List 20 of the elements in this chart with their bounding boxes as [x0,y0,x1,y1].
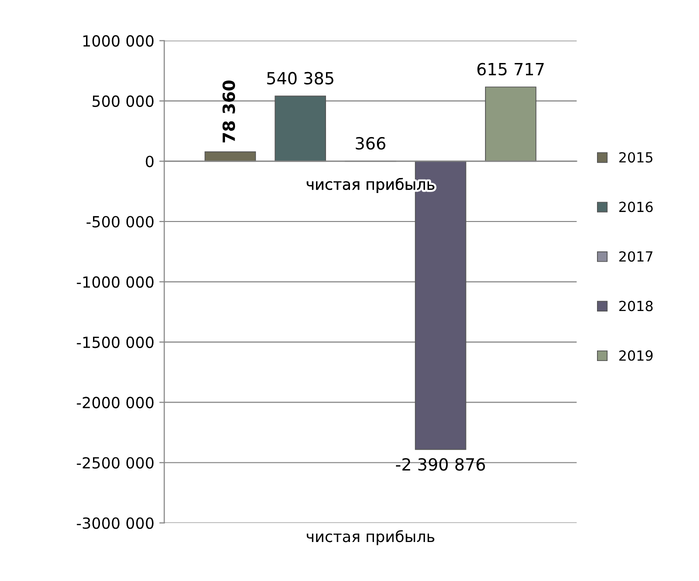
data-label: 540 385 [267,72,334,85]
data-label: 366 [356,137,386,150]
y-tick-label: 1000 000 [83,35,154,47]
x-axis-title: чистая прибыль [306,530,434,546]
legend-label: 2016 [619,202,653,212]
y-tick-label: 0 [146,156,154,168]
data-label: -2 390 876 [396,458,485,471]
y-tick-label: -2500 000 [76,457,154,469]
y-tick-label: -1000 000 [76,276,154,288]
y-tick-label: 500 000 [92,95,154,107]
y-tick-label: -1500 000 [76,336,154,348]
y-tick-label: -500 000 [86,216,154,228]
legend-label: 2018 [619,300,653,312]
y-tick-label: -3000 000 [76,517,154,529]
legend-label: 2017 [619,251,652,262]
y-tick-label: -2000 000 [76,396,154,408]
data-label: 615 717 [477,62,544,76]
legend-label: 2015 [619,152,652,163]
legend-label: 2019 [619,350,653,361]
data-label: 78 360 [222,80,236,142]
